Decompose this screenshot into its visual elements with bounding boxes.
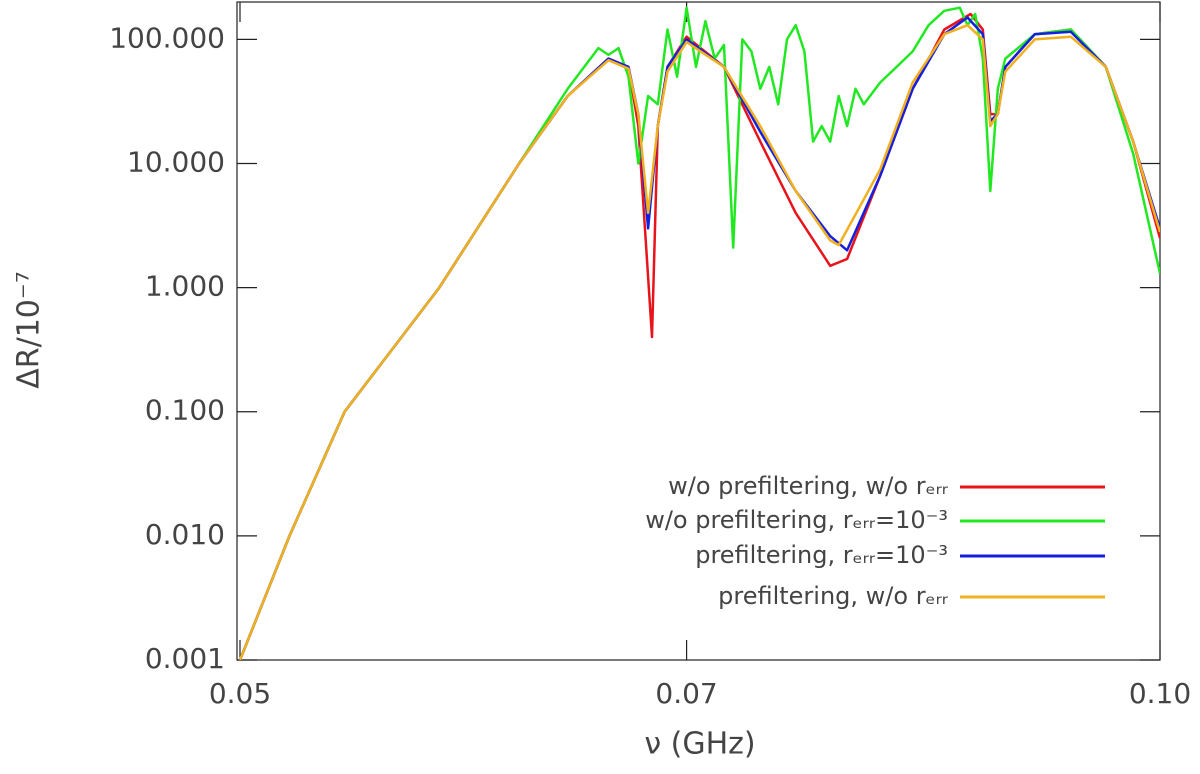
y-tick-label: 0.001	[145, 642, 225, 675]
y-tick-label: 100.000	[109, 21, 225, 54]
x-axis-label: ν (GHz)	[644, 727, 755, 762]
x-tick-label: 0.10	[1129, 677, 1191, 710]
legend-label: prefiltering, rₑᵣᵣ=10⁻³	[695, 541, 948, 569]
y-tick-label: 0.010	[145, 518, 225, 551]
y-tick-label: 10.000	[127, 145, 225, 178]
legend-label: w/o prefiltering, rₑᵣᵣ=10⁻³	[645, 506, 948, 534]
y-tick-label: 1.000	[145, 270, 225, 303]
series-line	[238, 23, 1160, 660]
legend-label: prefiltering, w/o rₑᵣᵣ	[718, 582, 949, 610]
x-tick-label: 0.05	[209, 677, 271, 710]
y-axis-label: ΔR/10⁻⁷	[12, 271, 47, 389]
x-tick-label: 0.07	[655, 677, 717, 710]
plot-frame	[236, 1, 1161, 661]
y-tick-label: 0.100	[145, 394, 225, 427]
legend-label: w/o prefiltering, w/o rₑᵣᵣ	[668, 472, 949, 500]
